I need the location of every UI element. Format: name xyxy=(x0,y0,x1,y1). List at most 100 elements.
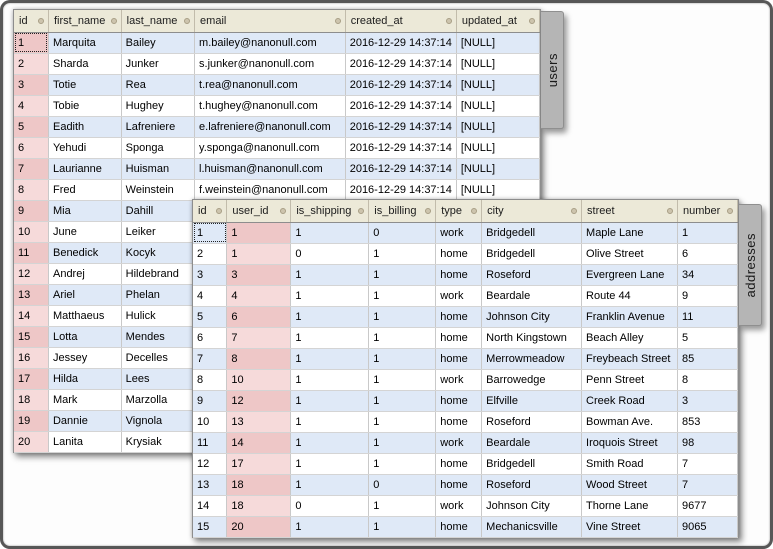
cell-first_name[interactable]: Andrej xyxy=(48,263,122,285)
tab-addresses[interactable]: addresses xyxy=(739,204,762,326)
cell-type[interactable]: home xyxy=(435,390,483,412)
cell-street[interactable]: Smith Road xyxy=(581,453,678,475)
cell-first_name[interactable]: Lotta xyxy=(48,326,122,348)
cell-id[interactable]: 20 xyxy=(14,431,49,453)
cell-created_at[interactable]: 2016-12-29 14:37:14 xyxy=(345,53,457,75)
cell-id[interactable]: 10 xyxy=(193,411,228,433)
cell-created_at[interactable]: 2016-12-29 14:37:14 xyxy=(345,116,457,138)
cell-id[interactable]: 12 xyxy=(14,263,49,285)
cell-id[interactable]: 7 xyxy=(193,348,228,370)
cell-id[interactable]: 7 xyxy=(14,158,49,180)
tab-users[interactable]: users xyxy=(541,11,564,129)
cell-type[interactable]: home xyxy=(435,453,483,475)
cell-city[interactable]: Merrowmeadow xyxy=(481,348,583,370)
cell-email[interactable]: y.sponga@nanonull.com xyxy=(194,137,346,159)
cell-last_name[interactable]: Huisman xyxy=(121,158,196,180)
cell-created_at[interactable]: 2016-12-29 14:37:14 xyxy=(345,179,457,201)
cell-updated_at[interactable]: [NULL] xyxy=(456,137,541,159)
cell-email[interactable]: t.hughey@nanonull.com xyxy=(194,95,346,117)
cell-city[interactable]: Barrowedge xyxy=(481,369,583,391)
cell-user_id[interactable]: 8 xyxy=(226,348,292,370)
cell-number[interactable]: 6 xyxy=(677,243,738,265)
cell-is_billing[interactable]: 1 xyxy=(368,243,437,265)
cell-number[interactable]: 98 xyxy=(677,432,738,454)
cell-id[interactable]: 15 xyxy=(193,516,228,538)
cell-city[interactable]: Roseford xyxy=(481,411,583,433)
cell-type[interactable]: home xyxy=(435,474,483,496)
cell-is_shipping[interactable]: 1 xyxy=(290,390,370,412)
cell-city[interactable]: Beardale xyxy=(481,285,583,307)
cell-number[interactable]: 85 xyxy=(677,348,738,370)
cell-id[interactable]: 18 xyxy=(14,389,49,411)
cell-user_id[interactable]: 18 xyxy=(226,474,292,496)
cell-id[interactable]: 8 xyxy=(193,369,228,391)
cell-email[interactable]: f.weinstein@nanonull.com xyxy=(194,179,346,201)
cell-last_name[interactable]: Mendes xyxy=(121,326,196,348)
column-header-last_name[interactable]: last_name xyxy=(121,10,196,33)
cell-created_at[interactable]: 2016-12-29 14:37:14 xyxy=(345,32,457,54)
cell-id[interactable]: 9 xyxy=(14,200,49,222)
cell-city[interactable]: North Kingstown xyxy=(481,327,583,349)
cell-first_name[interactable]: Benedick xyxy=(48,242,122,264)
cell-is_shipping[interactable]: 1 xyxy=(290,474,370,496)
cell-first_name[interactable]: June xyxy=(48,221,122,243)
cell-city[interactable]: Beardale xyxy=(481,432,583,454)
cell-email[interactable]: s.junker@nanonull.com xyxy=(194,53,346,75)
column-header-is_billing[interactable]: is_billing xyxy=(368,200,437,223)
cell-type[interactable]: home xyxy=(435,348,483,370)
cell-user_id[interactable]: 20 xyxy=(226,516,292,538)
column-header-updated_at[interactable]: updated_at xyxy=(456,10,541,33)
cell-is_shipping[interactable]: 1 xyxy=(290,348,370,370)
column-header-number[interactable]: number xyxy=(677,200,738,223)
cell-number[interactable]: 9065 xyxy=(677,516,738,538)
cell-last_name[interactable]: Vignola xyxy=(121,410,196,432)
cell-user_id[interactable]: 3 xyxy=(226,264,292,286)
cell-is_billing[interactable]: 1 xyxy=(368,306,437,328)
cell-street[interactable]: Route 44 xyxy=(581,285,678,307)
cell-is_billing[interactable]: 1 xyxy=(368,369,437,391)
cell-street[interactable]: Iroquois Street xyxy=(581,432,678,454)
cell-updated_at[interactable]: [NULL] xyxy=(456,32,541,54)
cell-last_name[interactable]: Hulick xyxy=(121,305,196,327)
cell-street[interactable]: Beach Alley xyxy=(581,327,678,349)
cell-first_name[interactable]: Matthaeus xyxy=(48,305,122,327)
cell-city[interactable]: Bridgedell xyxy=(481,453,583,475)
cell-type[interactable]: home xyxy=(435,243,483,265)
cell-first_name[interactable]: Dannie xyxy=(48,410,122,432)
cell-user_id[interactable]: 1 xyxy=(226,243,292,265)
cell-last_name[interactable]: Krysiak xyxy=(121,431,196,453)
cell-street[interactable]: Bowman Ave. xyxy=(581,411,678,433)
cell-number[interactable]: 3 xyxy=(677,390,738,412)
cell-user_id[interactable]: 1 xyxy=(226,222,292,244)
cell-id[interactable]: 17 xyxy=(14,368,49,390)
cell-is_shipping[interactable]: 1 xyxy=(290,516,370,538)
cell-number[interactable]: 7 xyxy=(677,474,738,496)
cell-number[interactable]: 853 xyxy=(677,411,738,433)
cell-id[interactable]: 2 xyxy=(193,243,228,265)
cell-is_shipping[interactable]: 1 xyxy=(290,411,370,433)
cell-updated_at[interactable]: [NULL] xyxy=(456,74,541,96)
cell-id[interactable]: 9 xyxy=(193,390,228,412)
cell-email[interactable]: t.rea@nanonull.com xyxy=(194,74,346,96)
cell-number[interactable]: 11 xyxy=(677,306,738,328)
cell-is_billing[interactable]: 1 xyxy=(368,285,437,307)
cell-street[interactable]: Olive Street xyxy=(581,243,678,265)
column-header-type[interactable]: type xyxy=(435,200,483,223)
cell-id[interactable]: 1 xyxy=(193,222,228,244)
cell-city[interactable]: Elfville xyxy=(481,390,583,412)
cell-created_at[interactable]: 2016-12-29 14:37:14 xyxy=(345,74,457,96)
cell-user_id[interactable]: 13 xyxy=(226,411,292,433)
cell-city[interactable]: Johnson City xyxy=(481,306,583,328)
cell-last_name[interactable]: Decelles xyxy=(121,347,196,369)
cell-id[interactable]: 1 xyxy=(14,32,49,54)
cell-first_name[interactable]: Sharda xyxy=(48,53,122,75)
cell-first_name[interactable]: Marquita xyxy=(48,32,122,54)
cell-number[interactable]: 1 xyxy=(677,222,738,244)
cell-id[interactable]: 6 xyxy=(193,327,228,349)
cell-city[interactable]: Bridgedell xyxy=(481,222,583,244)
cell-type[interactable]: work xyxy=(435,432,483,454)
cell-id[interactable]: 2 xyxy=(14,53,49,75)
cell-user_id[interactable]: 10 xyxy=(226,369,292,391)
cell-type[interactable]: home xyxy=(435,411,483,433)
column-header-id[interactable]: id xyxy=(14,10,49,33)
